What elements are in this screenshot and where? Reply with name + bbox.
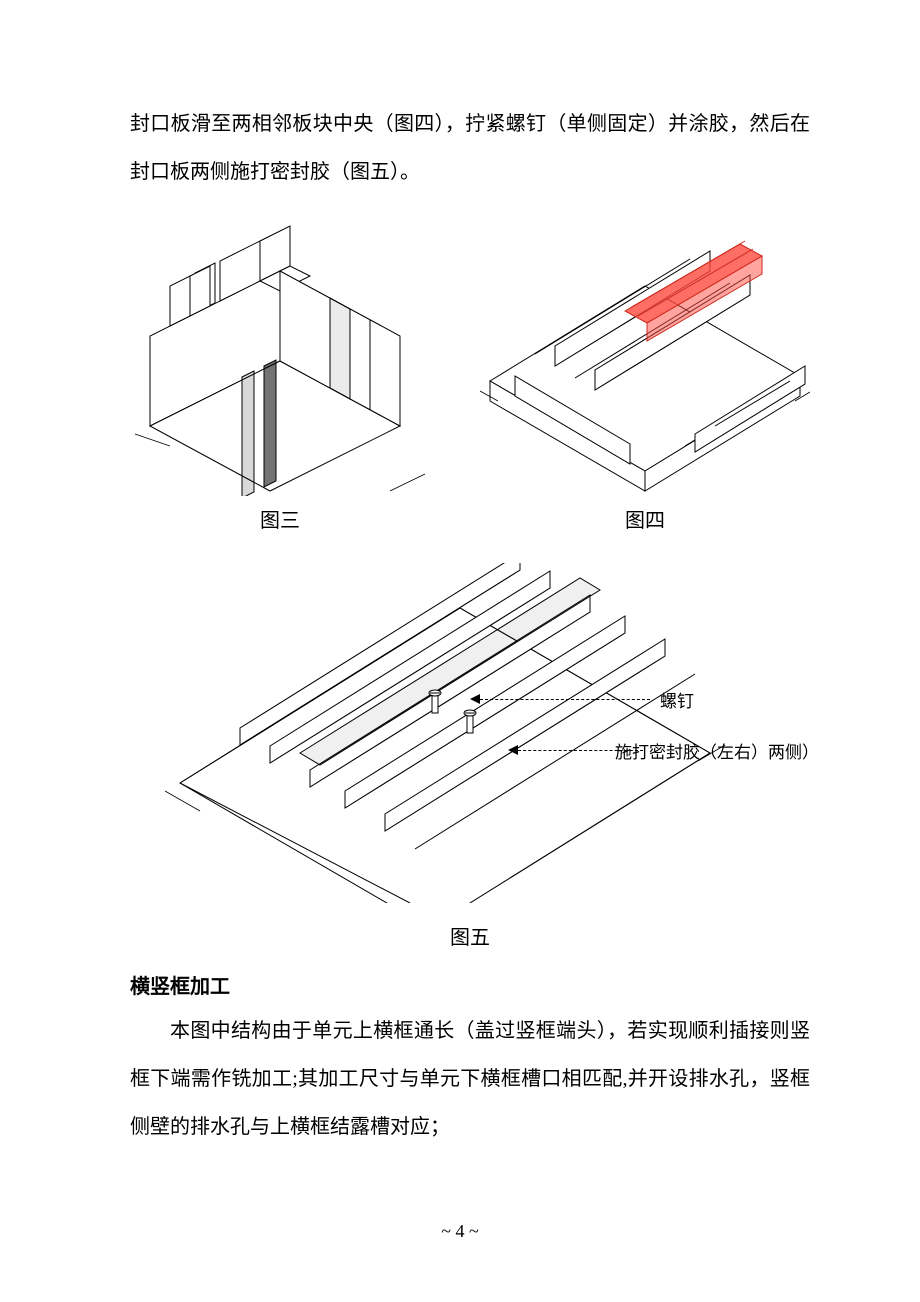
figure-row-1: 图三 (130, 216, 810, 533)
figure-4-caption: 图四 (625, 504, 665, 533)
annot-line-screw (480, 699, 650, 700)
annot-label-sealant: 施打密封胶（左右）两侧） (615, 738, 819, 763)
figure-4-svg (480, 216, 810, 496)
section-heading: 横竖框加工 (130, 970, 810, 999)
figure-5-svg (150, 563, 790, 903)
figure-4-block: 图四 (480, 216, 810, 533)
page-number: ~ 4 ~ (0, 1221, 920, 1242)
figure-5-block: 螺钉 施打密封胶（左右）两侧） 图五 (130, 563, 810, 950)
figure-3-caption: 图三 (260, 504, 300, 533)
intro-paragraph: 封口板滑至两相邻板块中央（图四），拧紧螺钉（单侧固定）并涂胶，然后在封口板两侧施… (130, 100, 810, 196)
body-paragraph: 本图中结构由于单元上横框通长（盖过竖框端头），若实现顺利插接则竖框下端需作铣加工… (130, 1007, 810, 1151)
annot-label-screw: 螺钉 (660, 687, 694, 712)
figure-3-block: 图三 (130, 216, 430, 533)
figure-5-caption: 图五 (130, 921, 810, 950)
figure-3-svg (130, 216, 430, 496)
arrow-head-screw (470, 694, 480, 704)
arrow-head-sealant (508, 745, 518, 755)
